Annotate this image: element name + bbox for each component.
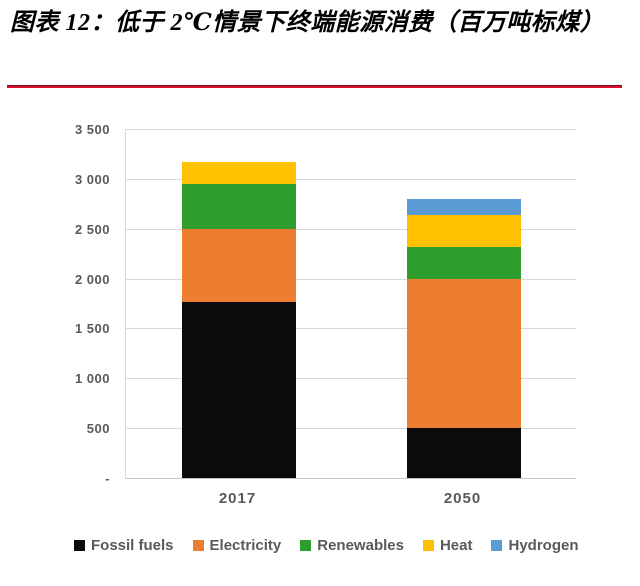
gridline-3000 (126, 178, 576, 180)
legend-item-electricity: Electricity (192, 537, 282, 554)
bar-segment-renewables (406, 246, 521, 279)
legend: Fossil fuels Electricity Renewables Heat Hyd… (74, 537, 579, 554)
bar-2017 (181, 161, 296, 478)
legend-label-heat: Heat (439, 537, 473, 554)
title-divider-rule (7, 85, 622, 88)
x-axis-label-2017: 2017 (218, 490, 257, 507)
legend-swatch-electricity (192, 540, 204, 551)
plot-area (125, 129, 576, 479)
bar-segment-electricity (406, 278, 521, 429)
bar-segment-fossil-fuels (406, 428, 521, 478)
gridline-500 (126, 428, 576, 430)
stacked-bar-chart: Fossil fuels Electricity Renewables Heat Hyd… (0, 100, 640, 586)
legend-label-fossil-fuels: Fossil fuels (91, 537, 174, 554)
bar-segment-electricity (181, 228, 296, 302)
legend-item-renewables: Renewables (300, 537, 404, 554)
legend-label-electricity: Electricity (209, 537, 282, 554)
gridline-3500 (126, 129, 576, 130)
legend-item-fossil-fuels: Fossil fuels (74, 537, 174, 554)
bar-segment-heat (181, 161, 296, 184)
bar-2050 (406, 198, 521, 478)
legend-swatch-hydrogen (491, 540, 503, 551)
gridline-1500 (126, 328, 576, 330)
legend-swatch-fossil-fuels (74, 540, 85, 551)
bar-segment-fossil-fuels (181, 301, 296, 478)
legend-label-hydrogen: Hydrogen (508, 537, 579, 554)
gridline-2500 (126, 228, 576, 230)
legend-label-renewables: Renewables (317, 537, 404, 554)
y-tick-label: 500 (86, 421, 110, 437)
legend-item-heat: Heat (422, 537, 473, 554)
y-tick-label: 3 000 (74, 171, 110, 187)
y-tick-label: 2 500 (74, 221, 110, 237)
bar-segment-renewables (181, 183, 296, 229)
gridline-1000 (126, 378, 576, 380)
bar-segment-hydrogen (406, 198, 521, 215)
x-axis-label-2050: 2050 (443, 490, 482, 507)
figure-title: 图表 12：低于 2℃情景下终端能源消费（百万吨标煤） (10, 10, 605, 36)
y-tick-label: 2 000 (74, 271, 110, 287)
legend-item-hydrogen: Hydrogen (491, 537, 579, 554)
y-tick-label: - (105, 471, 110, 486)
legend-swatch-heat (422, 540, 434, 551)
y-tick-label: 1 000 (74, 371, 110, 387)
legend-swatch-renewables (300, 540, 312, 551)
y-tick-label: 1 500 (74, 321, 110, 337)
y-tick-label: 3 500 (74, 122, 110, 137)
gridline-2000 (126, 278, 576, 280)
bar-segment-heat (406, 214, 521, 247)
